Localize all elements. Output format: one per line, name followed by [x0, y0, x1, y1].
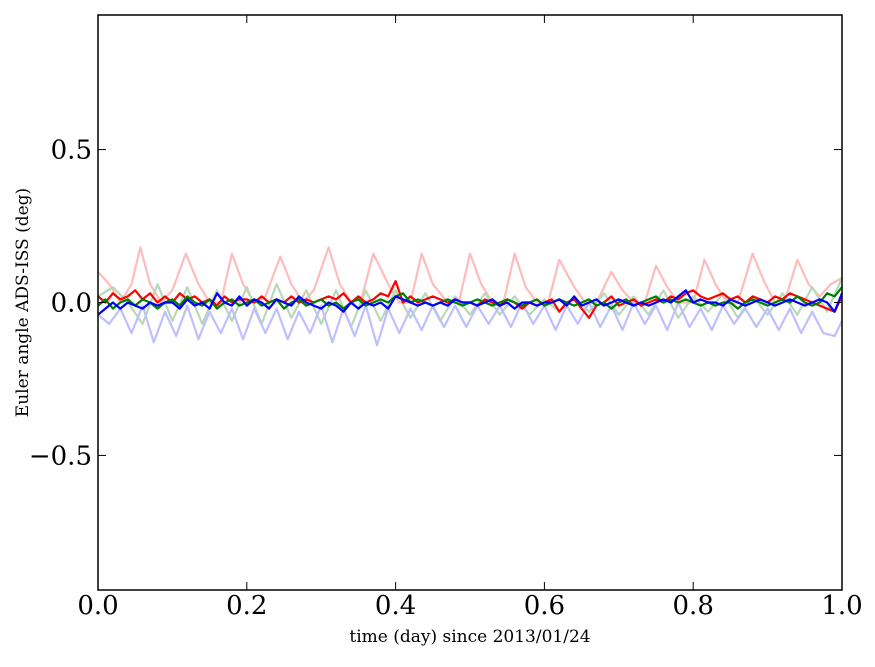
x-tick-label: 0.0 [77, 591, 118, 621]
x-tick-label: 0.4 [375, 591, 416, 621]
y-tick-label: 0.5 [51, 136, 92, 166]
x-tick-label: 1.0 [821, 591, 862, 621]
series-line-1 [97, 246, 843, 304]
series-layer [97, 246, 844, 347]
y-tick-label: 0.0 [51, 289, 92, 319]
y-axis-label: Euler angle ADS-ISS (deg) [13, 188, 33, 417]
x-tick-label: 0.8 [673, 591, 714, 621]
x-axis-label: time (day) since 2013/01/24 [349, 627, 590, 647]
y-tick-label: −0.5 [29, 441, 92, 471]
x-tick-label: 0.2 [226, 591, 267, 621]
x-axis: 0.0 0.2 0.4 0.6 0.8 1.0 [77, 15, 863, 621]
x-tick-label: 0.6 [524, 591, 565, 621]
series-line-3 [97, 301, 843, 347]
y-axis: −0.5 0.0 0.5 [29, 136, 842, 471]
series-line-6 [97, 289, 844, 316]
